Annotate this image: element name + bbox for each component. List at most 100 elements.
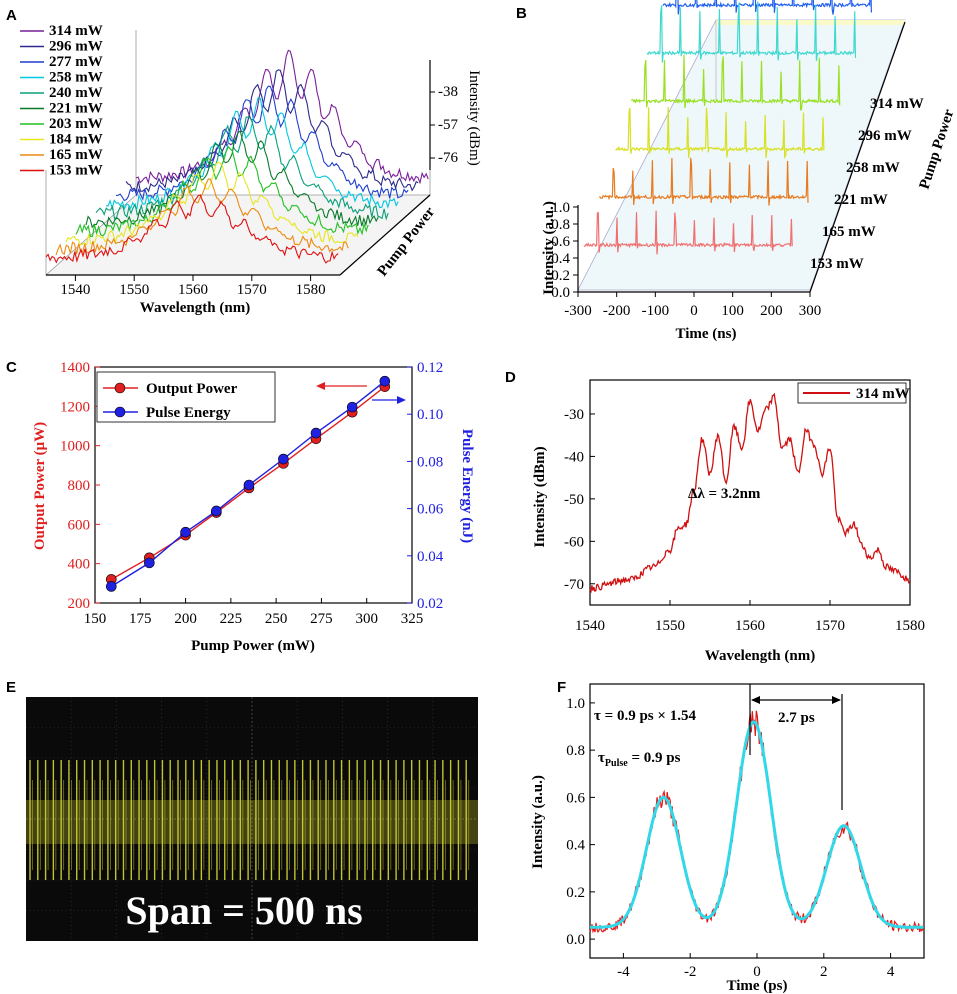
panel-c-legend-marker	[114, 382, 126, 394]
panel-d-x-tick-label: 1560	[735, 618, 765, 634]
panel-f-y-tick-label: 0.4	[566, 838, 585, 854]
panel-b-series-3	[630, 54, 841, 111]
panel-c-y2-tick-label: 0.04	[417, 549, 444, 565]
panel-c-point	[211, 505, 222, 517]
panel-c-legend-label: Pulse Energy	[146, 405, 231, 421]
panel-c-point	[144, 557, 155, 569]
panel-c-x-tick-label: 200	[174, 611, 197, 627]
panel-e-span-label: Span = 500 ns	[125, 888, 362, 933]
panel-a-x-tick-label: 1580	[296, 282, 326, 298]
panel-c-point	[379, 375, 391, 387]
panel-a-x-tick-label: 1550	[119, 282, 149, 298]
panel-a-legend-label: 277 mW	[49, 54, 103, 70]
panel-c-legend-label: Output Power	[146, 381, 238, 397]
panel-f-x-tick-label: 4	[887, 964, 895, 980]
panel-b-x-label: Time (ns)	[676, 326, 737, 342]
panel-f-delay-label: 2.7 ps	[778, 710, 815, 726]
panel-c-x-tick-label: 225	[220, 611, 243, 627]
panel-label-f: F	[557, 679, 566, 696]
panel-a-legend-label: 184 mW	[49, 132, 103, 148]
panel-b-series-2	[615, 106, 825, 160]
panel-c-y2-tick-label: 0.12	[417, 360, 443, 376]
panel-b-y-tick-label: 0.2	[551, 268, 570, 284]
panel-f-measured	[589, 710, 925, 934]
panel-f-fit	[590, 720, 924, 929]
panel-c-point	[310, 427, 322, 439]
panel-f-y-label: Intensity (a.u.)	[530, 775, 546, 869]
panel-f-x-tick-label: -4	[617, 964, 630, 980]
panel-c-x-tick-label: 175	[129, 611, 152, 627]
panel-c-x-label: Pump Power (mW)	[191, 638, 315, 654]
panel-label-c: C	[6, 359, 17, 376]
panel-b-y-tick-label: 0.6	[551, 234, 570, 250]
panel-f-x-tick-label: 0	[753, 964, 761, 980]
panel-a-y-tick-label: -57	[438, 117, 458, 133]
panel-c-y-tick-label: 1200	[60, 399, 90, 415]
panel-a-x-tick-label: 1540	[60, 282, 90, 298]
panel-a-series-314-mW	[135, 49, 429, 185]
panel-b-y-tick-label: 0.8	[551, 217, 570, 233]
panel-b-y-tick-label: 0.4	[551, 251, 570, 267]
panel-b-z-tick-label: 153 mW	[810, 256, 864, 272]
panel-c-y2-tick-label: 0.10	[417, 407, 443, 423]
panel-d-y-tick-label: -40	[564, 449, 584, 465]
panel-a-series-203-mW	[75, 145, 369, 237]
panel-d-y-tick-label: -70	[564, 577, 584, 593]
panel-f-tau-pulse-label: τPulse = 0.9 ps	[598, 750, 681, 769]
panel-a-legend-label: 221 mW	[49, 101, 103, 117]
panel-c-y2-tick-label: 0.02	[417, 596, 443, 612]
panel-a-legend-label: 258 mW	[49, 70, 103, 86]
panel-c-y-label: Output Power (μW)	[32, 422, 48, 550]
panel-c-legend-box	[96, 371, 276, 423]
panel-c-point	[346, 401, 358, 413]
panel-f-y-tick-label: 0.8	[566, 743, 585, 759]
panel-c-point	[106, 581, 117, 592]
panel-c-legend-marker	[114, 406, 126, 418]
panel-a-z-axis	[339, 194, 431, 276]
panel-d-annotation: Δλ = 3.2nm	[688, 486, 761, 502]
panel-b-y-tick-label: 1.0	[551, 200, 570, 216]
panel-d-y-tick-label: -30	[564, 407, 584, 423]
panel-a-legend-label: 314 mW	[49, 23, 103, 39]
panel-b-z-tick-label: 165 mW	[822, 224, 876, 240]
panel-c-x-tick-label: 275	[310, 611, 333, 627]
panel-b-x-tick-label: 0	[690, 303, 698, 319]
panel-b-z-tick-label: 258 mW	[846, 160, 900, 176]
panel-d-x-tick-label: 1580	[895, 618, 925, 634]
panel-c-y-tick-label: 400	[68, 557, 91, 573]
panel-a-legend-label: 153 mW	[49, 163, 103, 179]
panel-a-legend-label: 203 mW	[49, 116, 103, 132]
panel-c-chart: 150 175 200 225 250 275 300 325 200 400 600 800 1000…	[32, 360, 475, 654]
panel-d-chart: 1540 1550 1560 1570 1580 -30 -40 -50 -60 -70 314 …	[532, 379, 925, 664]
panel-b-floor	[577, 19, 906, 291]
panel-c-y-tick-label: 1000	[60, 439, 90, 455]
panel-f-x-tick-label: -2	[684, 964, 697, 980]
panel-b-series-0	[583, 210, 793, 255]
panel-c-y-tick-label: 800	[68, 478, 91, 494]
panel-a-series-277-mW	[115, 85, 409, 202]
panel-b-y-tick-label: 0.0	[551, 285, 570, 301]
panel-d-x-tick-label: 1550	[655, 618, 685, 634]
panel-d-x-tick-label: 1540	[575, 618, 605, 634]
panel-b-x-tick-label: 200	[760, 303, 783, 319]
panel-a-legend-label: 240 mW	[49, 85, 103, 101]
panel-f-y-tick-label: 0.0	[566, 932, 585, 948]
panel-a-legend-label: 165 mW	[49, 147, 103, 163]
panel-d-legend	[797, 382, 907, 404]
panel-f-chart: -4 -2 0 2 4 0.0 0.2 0.4 0.6 0.8 1.0 2.7 ps τ = 0.9…	[530, 683, 925, 994]
panel-d-legend-label: 314 mW	[856, 386, 910, 402]
panel-d-y-tick-label: -50	[564, 492, 584, 508]
panel-label-a: A	[6, 7, 17, 24]
panel-c-x-tick-label: 250	[265, 611, 288, 627]
panel-b-chart: -300 -200 -100 0 100 200 300 0.00.20.40.60.81.…	[541, 0, 957, 342]
panel-c-y-tick-label: 200	[68, 596, 91, 612]
panel-f-y-tick-label: 0.2	[566, 885, 585, 901]
panel-d-y-tick-label: -60	[564, 534, 584, 550]
panel-c-y-tick-label: 600	[68, 517, 91, 533]
panel-b-z-tick-label: 221 mW	[834, 192, 888, 208]
panel-f-x-tick-label: 2	[820, 964, 828, 980]
panel-b-series-4	[646, 1, 857, 63]
panel-c-x-tick-label: 300	[355, 611, 378, 627]
